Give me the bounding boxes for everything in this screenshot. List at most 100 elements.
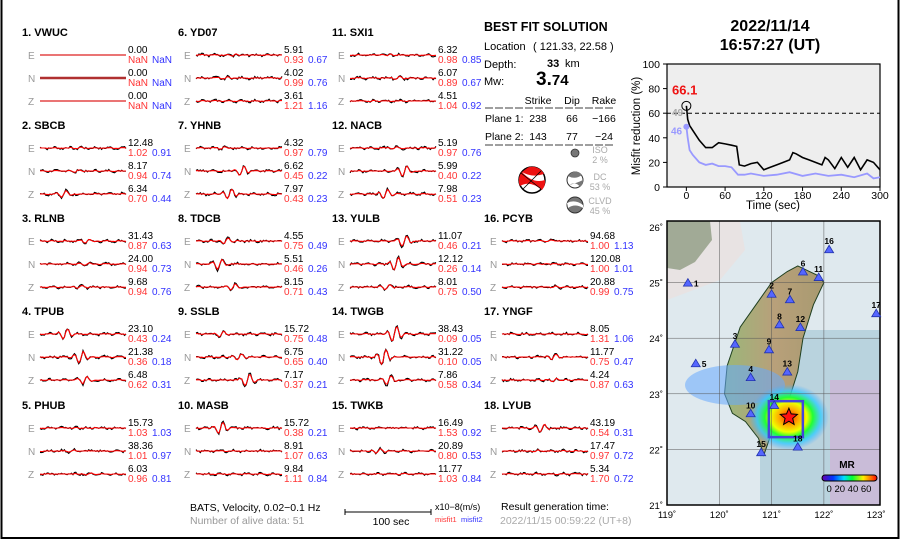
component-label: Z bbox=[338, 283, 344, 294]
amplitude-value: 94.68 bbox=[590, 231, 615, 242]
location-value: ( 121.33, 22.58 ) bbox=[533, 41, 614, 53]
misfit1-value: 0.43 bbox=[128, 334, 148, 345]
misfit1-value: 0.75 bbox=[590, 357, 610, 368]
station-number: 9 bbox=[767, 336, 772, 346]
misfit2-value: 0.67 bbox=[462, 78, 482, 89]
misfit1-value: 0.51 bbox=[438, 194, 458, 205]
misfit1-value: 0.62 bbox=[128, 380, 148, 391]
misfit2-value: 0.34 bbox=[462, 380, 482, 391]
solution-title: BEST FIT SOLUTION bbox=[484, 20, 608, 34]
synthetic-trace bbox=[195, 330, 283, 338]
station-number: 17 bbox=[871, 300, 881, 310]
station-triangle-icon[interactable] bbox=[763, 344, 775, 354]
station-triangle-icon[interactable] bbox=[690, 358, 701, 368]
station-triangle-icon[interactable] bbox=[745, 408, 756, 418]
station-block: 11. SXI1 E 6.320.98 0.85 N 6.070.89 0.67 Z 4.511… bbox=[332, 27, 482, 112]
misfit2-value: 0.18 bbox=[152, 357, 172, 368]
plane1-label: Plane 1: bbox=[485, 113, 524, 125]
y-tick-label: 80 bbox=[648, 84, 660, 96]
component-label: N bbox=[490, 353, 497, 364]
misfit2-value: 0.43 bbox=[308, 287, 328, 298]
station-triangle-icon[interactable] bbox=[755, 447, 767, 457]
x-tick-label: 0 bbox=[683, 190, 689, 202]
station-triangle-icon[interactable] bbox=[870, 308, 882, 318]
misfit2-value: 1.16 bbox=[308, 101, 328, 112]
misfit2-value: 0.76 bbox=[308, 78, 328, 89]
station-number: 3 bbox=[733, 331, 738, 341]
amplitude-value: 0.00 bbox=[128, 45, 148, 56]
black-series-label: 49 bbox=[672, 108, 684, 119]
misfit2-value: 0.79 bbox=[308, 148, 328, 159]
lon-tick-label: 122˚ bbox=[814, 510, 833, 521]
component-label: Z bbox=[184, 376, 190, 387]
amplitude-value: 7.86 bbox=[438, 370, 458, 381]
synthetic-trace bbox=[195, 188, 283, 200]
misfit2-value: 0.75 bbox=[614, 287, 634, 298]
station-triangle-icon[interactable] bbox=[769, 400, 780, 409]
misfit1-value: 0.36 bbox=[128, 357, 148, 368]
station-triangle-icon[interactable] bbox=[745, 372, 756, 382]
amplitude-value: 6.62 bbox=[284, 161, 304, 172]
station-triangle-icon[interactable] bbox=[823, 244, 835, 254]
misfit1-value: 0.46 bbox=[438, 241, 458, 252]
station-triangle-icon[interactable] bbox=[729, 338, 741, 348]
synthetic-trace bbox=[195, 283, 283, 291]
synthetic-trace bbox=[195, 146, 283, 150]
station-triangle-icon[interactable] bbox=[792, 441, 803, 451]
station-triangle-icon[interactable] bbox=[774, 319, 785, 329]
synthetic-trace bbox=[195, 449, 283, 453]
misfit2-value: 0.76 bbox=[152, 287, 172, 298]
amplitude-value: 38.43 bbox=[438, 324, 463, 335]
misfit1-value: 0.38 bbox=[284, 428, 304, 439]
station-number: 6 bbox=[801, 258, 806, 268]
misfit2-value: 0.63 bbox=[614, 380, 634, 391]
misfit1-value: 0.94 bbox=[128, 287, 148, 298]
component-label: Z bbox=[338, 376, 344, 387]
amplitude-value: 6.03 bbox=[128, 464, 148, 475]
misfit2-value: 0.21 bbox=[308, 428, 328, 439]
misfit2-value: 1.06 bbox=[614, 334, 634, 345]
station-triangle-icon[interactable] bbox=[813, 272, 824, 281]
amplitude-value: 7.98 bbox=[438, 184, 458, 195]
lat-tick-label: 24˚ bbox=[649, 334, 663, 345]
synthetic-trace bbox=[39, 262, 127, 266]
misfit2-value: 0.23 bbox=[462, 194, 482, 205]
station-triangle-icon[interactable] bbox=[766, 288, 777, 298]
component-label: E bbox=[28, 51, 35, 62]
component-label: N bbox=[28, 447, 35, 458]
synthetic-trace bbox=[349, 472, 437, 476]
amplitude-value: 5.19 bbox=[438, 138, 458, 149]
amplitude-value: 24.00 bbox=[128, 254, 153, 265]
misfit1-value: 0.93 bbox=[284, 55, 304, 66]
station-block: 14. TWGB E 38.430.09 0.05 N 31.220.10 0.05 Z 7.8… bbox=[332, 306, 482, 391]
station-triangle-icon[interactable] bbox=[797, 266, 809, 276]
synthetic-trace bbox=[349, 284, 437, 291]
station-triangle-icon[interactable] bbox=[682, 277, 694, 287]
synthetic-trace bbox=[349, 326, 437, 342]
misfit2-value: NaN bbox=[152, 55, 172, 66]
synthetic-trace bbox=[349, 188, 437, 199]
col-strike: Strike bbox=[525, 95, 552, 107]
station-triangle-icon[interactable] bbox=[795, 322, 806, 331]
station-title: 15. TWKB bbox=[332, 400, 383, 412]
iso-pct: 2 % bbox=[592, 155, 608, 165]
amplitude-value: 4.55 bbox=[284, 231, 304, 242]
misfit2-value: 0.92 bbox=[462, 101, 482, 112]
component-label: E bbox=[338, 144, 345, 155]
synthetic-trace bbox=[195, 472, 283, 476]
component-label: E bbox=[28, 144, 35, 155]
component-label: E bbox=[490, 424, 497, 435]
station-triangle-icon[interactable] bbox=[782, 366, 793, 376]
misfit2-value: 0.81 bbox=[152, 474, 172, 485]
station-triangle-icon[interactable] bbox=[784, 294, 796, 304]
lon-tick-label: 120˚ bbox=[710, 510, 729, 521]
station-number: 16 bbox=[824, 236, 834, 246]
misfit1-value: 0.58 bbox=[438, 380, 458, 391]
component-label: N bbox=[184, 167, 191, 178]
station-title: 13. YULB bbox=[332, 213, 380, 225]
synthetic-trace bbox=[349, 375, 437, 385]
station-title: 16. PCYB bbox=[484, 213, 533, 225]
